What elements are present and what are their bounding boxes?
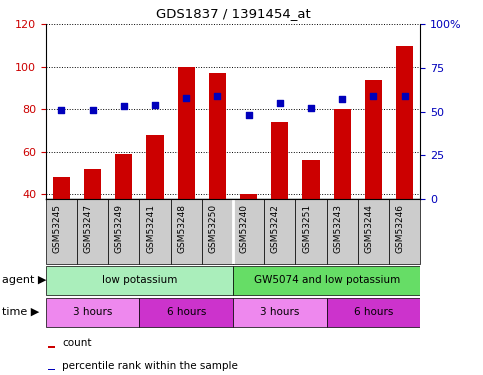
Bar: [48, 346, 55, 348]
FancyBboxPatch shape: [108, 199, 140, 264]
FancyBboxPatch shape: [296, 199, 327, 264]
Bar: [178, 67, 195, 199]
Text: GSM53242: GSM53242: [271, 204, 280, 253]
Point: [57, 107, 65, 113]
Point: [120, 104, 128, 110]
Text: agent ▶: agent ▶: [2, 274, 47, 285]
Bar: [302, 160, 320, 199]
Bar: [209, 73, 226, 199]
FancyBboxPatch shape: [170, 199, 202, 264]
Text: count: count: [62, 338, 92, 348]
FancyBboxPatch shape: [202, 199, 233, 264]
Text: GSM53243: GSM53243: [333, 204, 342, 253]
Bar: [271, 122, 288, 199]
FancyBboxPatch shape: [389, 199, 420, 264]
Text: GSM53247: GSM53247: [84, 204, 93, 253]
Text: 6 hours: 6 hours: [167, 306, 206, 316]
Text: GSM53246: GSM53246: [396, 204, 405, 253]
FancyBboxPatch shape: [140, 298, 233, 327]
FancyBboxPatch shape: [233, 199, 264, 264]
FancyBboxPatch shape: [77, 199, 108, 264]
FancyBboxPatch shape: [327, 298, 420, 327]
Bar: [240, 195, 257, 199]
FancyBboxPatch shape: [264, 199, 296, 264]
Text: GSM53241: GSM53241: [146, 204, 155, 253]
FancyBboxPatch shape: [140, 199, 170, 264]
Point: [245, 112, 253, 118]
Text: GSM53250: GSM53250: [209, 204, 217, 253]
Bar: [365, 80, 382, 199]
FancyBboxPatch shape: [233, 298, 327, 327]
Text: GSM53245: GSM53245: [53, 204, 61, 253]
Text: GSM53244: GSM53244: [364, 204, 373, 253]
FancyBboxPatch shape: [46, 199, 77, 264]
Bar: [84, 169, 101, 199]
Point: [276, 100, 284, 106]
Title: GDS1837 / 1391454_at: GDS1837 / 1391454_at: [156, 8, 311, 20]
Text: 3 hours: 3 hours: [73, 306, 113, 316]
Point: [183, 94, 190, 100]
FancyBboxPatch shape: [46, 298, 140, 327]
Bar: [396, 46, 413, 199]
Bar: [53, 177, 70, 199]
Point: [339, 96, 346, 102]
Text: percentile rank within the sample: percentile rank within the sample: [62, 361, 238, 370]
Point: [213, 93, 221, 99]
Bar: [115, 154, 132, 199]
Point: [151, 102, 159, 108]
Bar: [146, 135, 164, 199]
FancyBboxPatch shape: [233, 266, 420, 295]
Text: GSM53248: GSM53248: [177, 204, 186, 253]
Bar: [334, 110, 351, 199]
Text: 6 hours: 6 hours: [354, 306, 393, 316]
FancyBboxPatch shape: [46, 266, 233, 295]
Bar: [48, 369, 55, 370]
Point: [369, 93, 377, 99]
Text: GW5074 and low potassium: GW5074 and low potassium: [254, 274, 400, 285]
FancyBboxPatch shape: [327, 199, 358, 264]
Text: 3 hours: 3 hours: [260, 306, 299, 316]
Text: GSM53240: GSM53240: [240, 204, 249, 253]
Text: GSM53249: GSM53249: [115, 204, 124, 253]
FancyBboxPatch shape: [358, 199, 389, 264]
Text: low potassium: low potassium: [102, 274, 177, 285]
Point: [401, 93, 409, 99]
Point: [307, 105, 315, 111]
Text: GSM53251: GSM53251: [302, 204, 311, 253]
Text: time ▶: time ▶: [2, 306, 40, 316]
Point: [89, 107, 97, 113]
